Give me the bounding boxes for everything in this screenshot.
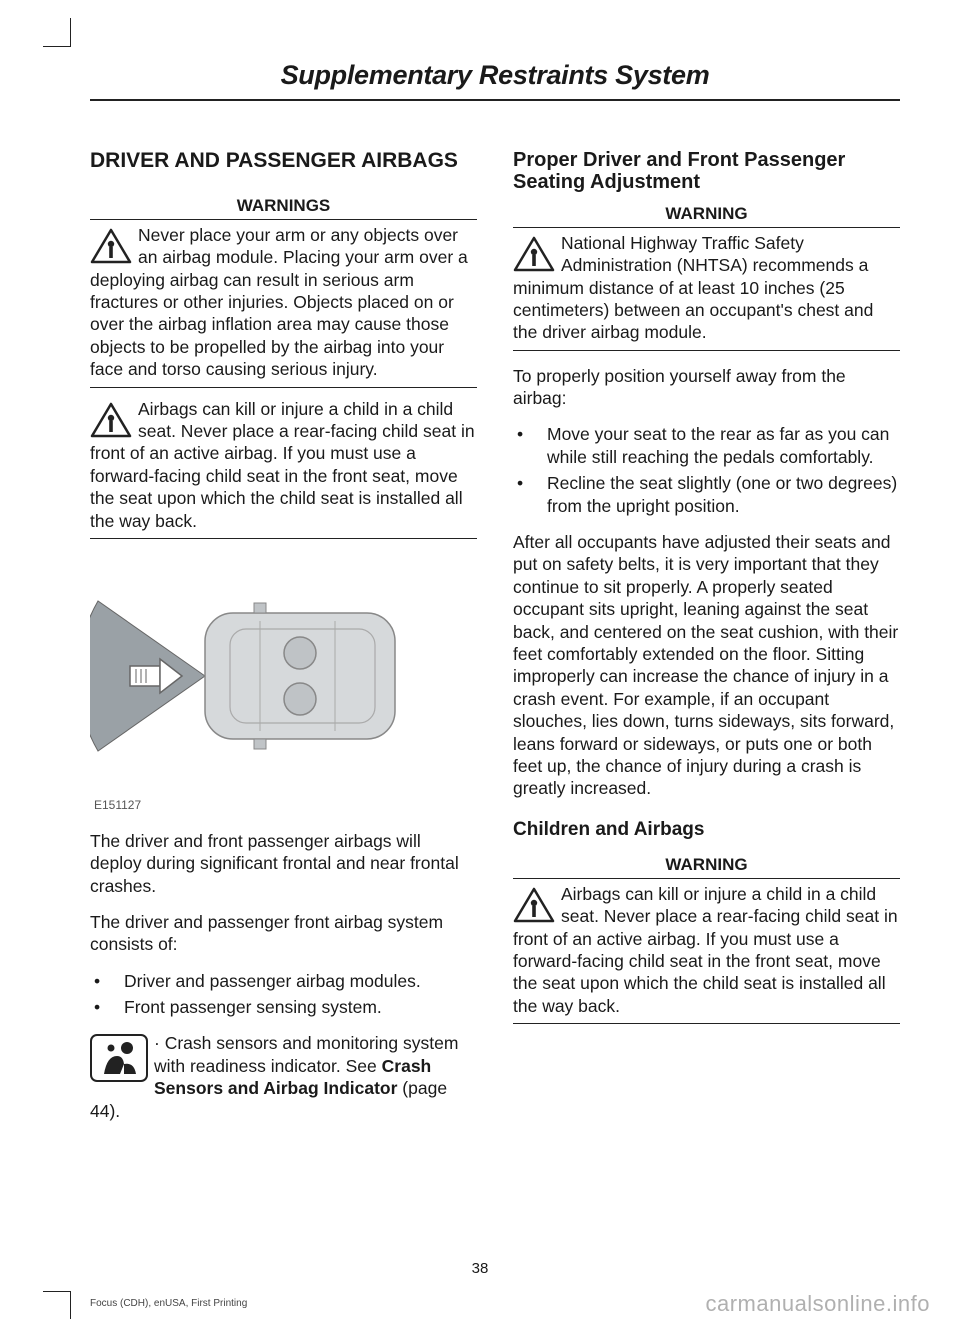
paragraph-airbag-deploy: The driver and front passenger airbags w… xyxy=(90,830,477,897)
section-title-driver-airbags: DRIVER AND PASSENGER AIRBAGS xyxy=(90,149,477,173)
bullet-dot: • xyxy=(513,423,547,468)
page-number: 38 xyxy=(0,1260,960,1277)
paragraph-position-intro: To properly position yourself away from … xyxy=(513,365,900,410)
warning-block-children: Airbags can kill or injure a child in a … xyxy=(513,883,900,1024)
right-column: Proper Driver and Front Passenger Seatin… xyxy=(513,149,900,1122)
list-item: • Move your seat to the rear as far as y… xyxy=(513,423,900,468)
watermark-text: carmanualsonline.info xyxy=(705,1291,930,1317)
page-header: Supplementary Restraints System xyxy=(90,60,900,101)
warning-triangle-icon xyxy=(513,887,555,923)
figure-reference-label: E151127 xyxy=(94,798,477,813)
warning-header-children: WARNING xyxy=(513,854,900,879)
bullet-list-components: • Driver and passenger airbag modules. •… xyxy=(90,970,477,1019)
warning-children-text: Airbags can kill or injure a child in a … xyxy=(513,884,898,1016)
bullet-text: Front passenger sensing system. xyxy=(124,996,477,1018)
warning-triangle-icon xyxy=(90,228,132,264)
bullet-text: Move your seat to the rear as far as you… xyxy=(547,423,900,468)
warning-triangle-icon xyxy=(513,236,555,272)
paragraph-proper-seating: After all occupants have adjusted their … xyxy=(513,531,900,800)
page-title: Supplementary Restraints System xyxy=(90,60,900,91)
footer-imprint: Focus (CDH), enUSA, First Printing xyxy=(90,1298,247,1309)
subsection-title-seating: Proper Driver and Front Passenger Seatin… xyxy=(513,149,900,193)
bullet-list-positioning: • Move your seat to the rear as far as y… xyxy=(513,423,900,517)
list-item: • Front passenger sensing system. xyxy=(90,996,477,1018)
warnings-header: WARNINGS xyxy=(90,195,477,220)
page-container: Supplementary Restraints System DRIVER A… xyxy=(0,0,960,1337)
list-item: • Recline the seat slightly (one or two … xyxy=(513,472,900,517)
bullet-dot: • xyxy=(90,996,124,1018)
subsection-title-children: Children and Airbags xyxy=(513,818,900,842)
warning-triangle-icon xyxy=(90,402,132,438)
warning-header: WARNING xyxy=(513,203,900,228)
two-column-layout: DRIVER AND PASSENGER AIRBAGS WARNINGS Ne… xyxy=(90,149,900,1122)
bullet-text: Driver and passenger airbag modules. xyxy=(124,970,477,992)
warning-block-1: Never place your arm or any objects over… xyxy=(90,224,477,388)
bullet-text: Recline the seat slightly (one or two de… xyxy=(547,472,900,517)
bullet-dot: • xyxy=(513,472,547,517)
bullet-dot: • xyxy=(90,970,124,992)
paragraph-system-consists: The driver and passenger front airbag sy… xyxy=(90,911,477,956)
airbag-deployment-figure xyxy=(90,571,477,786)
warning-2-text: Airbags can kill or injure a child in a … xyxy=(90,399,475,531)
warning-block-nhtsa: National Highway Traffic Safety Administ… xyxy=(513,232,900,351)
list-item: • Driver and passenger airbag modules. xyxy=(90,970,477,992)
left-column: DRIVER AND PASSENGER AIRBAGS WARNINGS Ne… xyxy=(90,149,477,1122)
warning-block-2: Airbags can kill or injure a child in a … xyxy=(90,398,477,539)
warning-1-text: Never place your arm or any objects over… xyxy=(90,225,468,379)
crash-sensors-paragraph: · Crash sensors and monitoring system wi… xyxy=(90,1032,477,1122)
airbag-indicator-icon xyxy=(90,1034,148,1082)
warning-nhtsa-text: National Highway Traffic Safety Administ… xyxy=(513,233,873,343)
